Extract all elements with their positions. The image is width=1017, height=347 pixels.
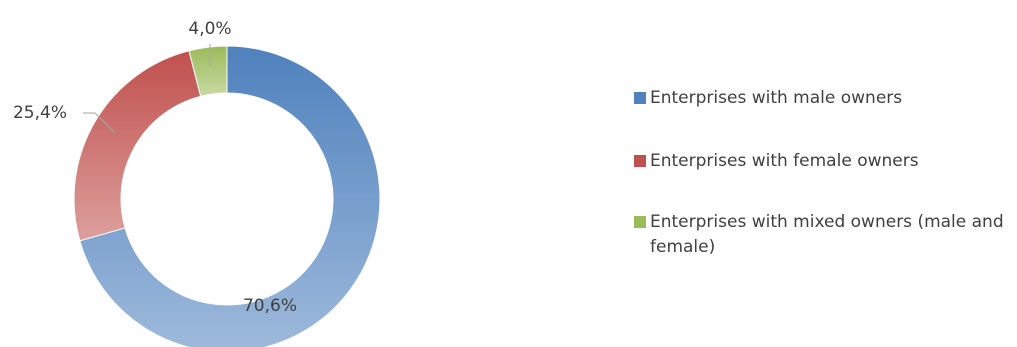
slice-mixed-owners: [188, 45, 228, 97]
legend-label: Enterprises with male owners: [650, 88, 903, 108]
legend-item-male-owners: Enterprises with male owners: [634, 86, 1014, 111]
chart-legend: Enterprises with male owners Enterprises …: [634, 86, 1014, 298]
legend-label: Enterprises with mixed owners (male and …: [650, 212, 1004, 257]
data-label-mixed-owners: 4,0%: [188, 19, 231, 39]
legend-label: Enterprises with female owners: [650, 151, 919, 171]
chart-slices: [73, 45, 381, 347]
slice-male-owners: [79, 45, 381, 347]
legend-item-female-owners: Enterprises with female owners: [634, 149, 1014, 174]
chart-data-labels: 70,6% 25,4% 4,0%: [13, 19, 297, 316]
leader-line-female-owners: [83, 112, 116, 134]
slice-female-owners: [73, 50, 202, 242]
legend-item-mixed-owners: Enterprises with mixed owners (male and …: [634, 210, 1014, 260]
legend-swatch: [634, 155, 646, 167]
legend-swatch: [634, 216, 646, 228]
legend-swatch: [634, 92, 646, 104]
data-label-female-owners: 25,4%: [13, 103, 67, 123]
data-label-male-owners: 70,6%: [243, 296, 297, 316]
chart-leader-lines: [83, 44, 211, 134]
